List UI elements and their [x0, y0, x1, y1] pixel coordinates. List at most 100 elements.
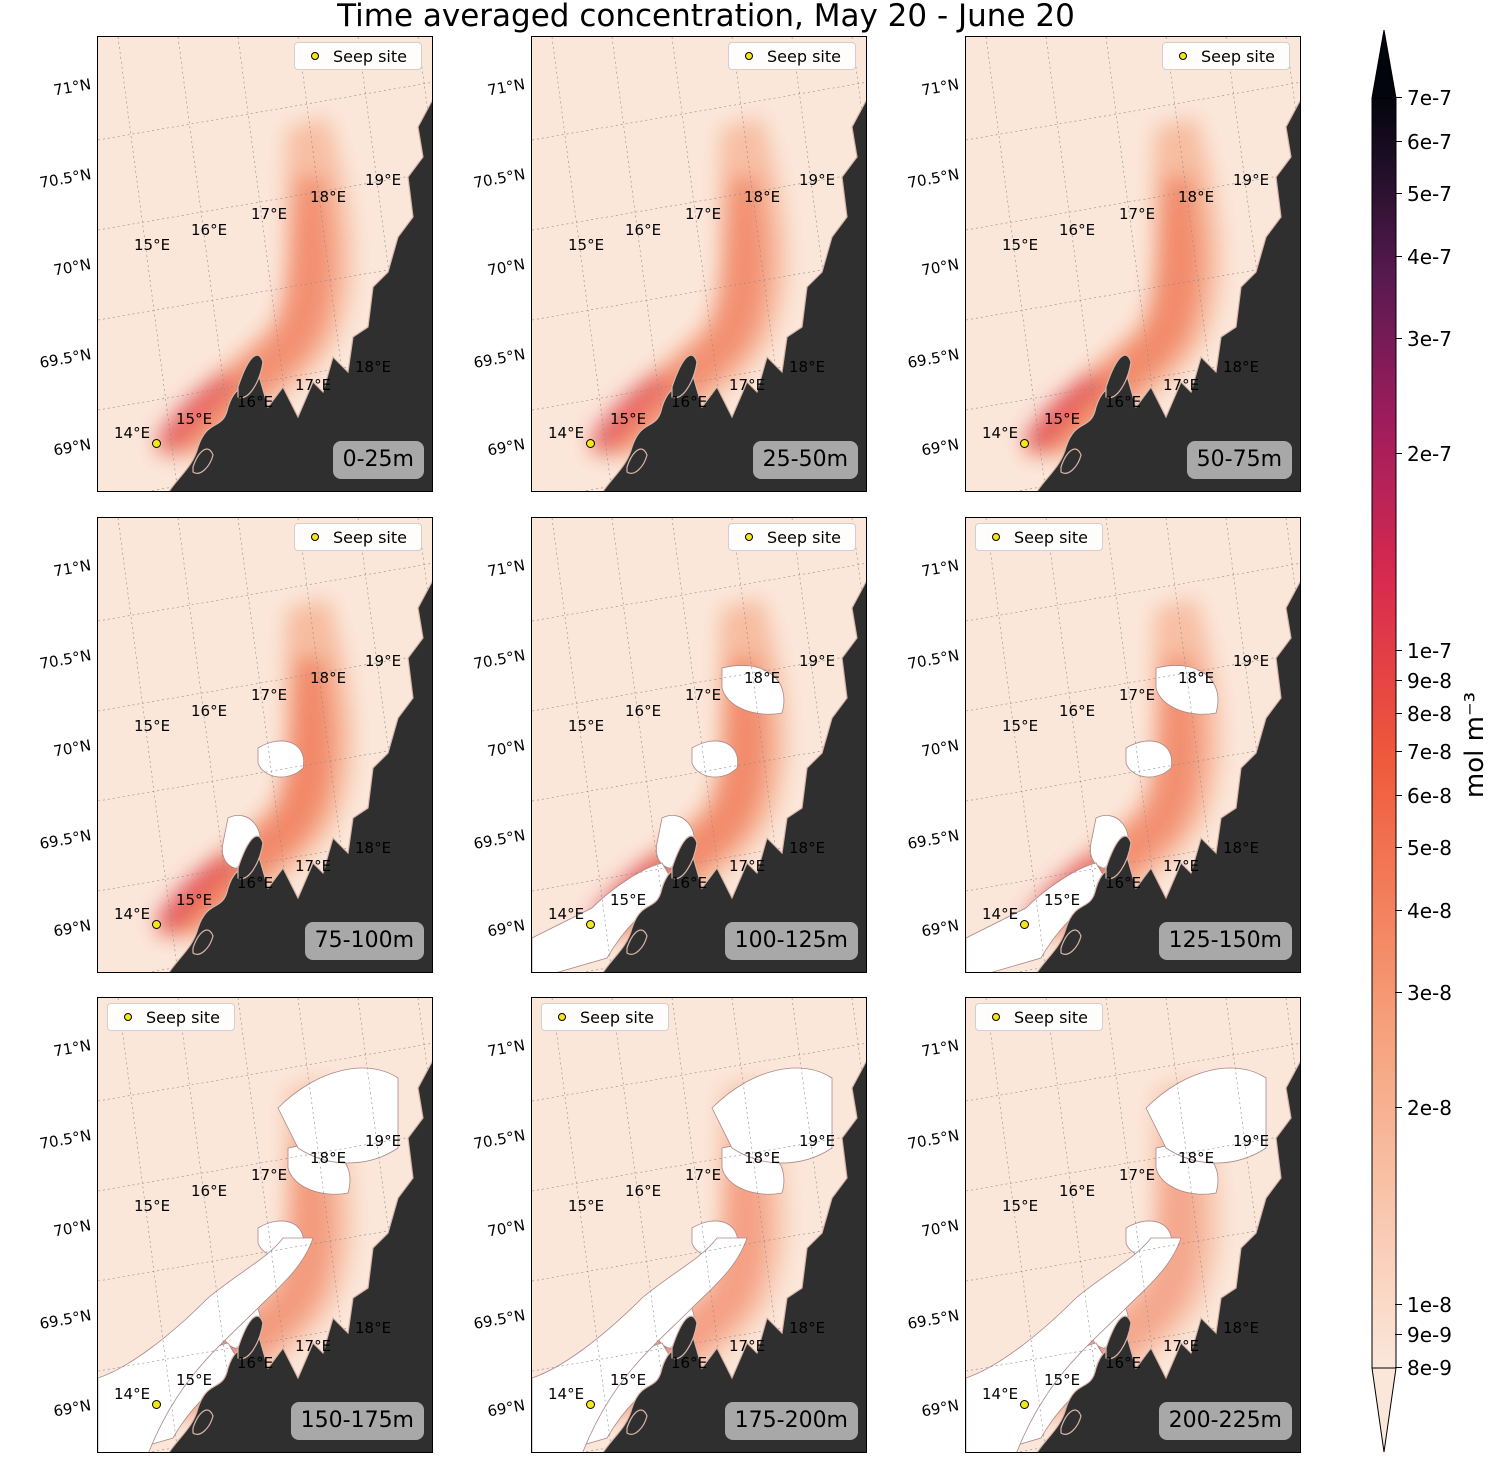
lon-label-bottom: 15°E: [1044, 410, 1081, 428]
lon-label-bottom: 17°E: [1163, 1337, 1200, 1355]
colorbar-tick: 7e-8: [1395, 739, 1452, 764]
lon-label-bottom: 18°E: [1223, 1319, 1260, 1337]
lat-label: 70°N: [920, 736, 961, 761]
lat-label: 69.5°N: [38, 1306, 93, 1333]
seep-site-marker: [152, 920, 161, 929]
lon-label-bottom: 14°E: [114, 424, 151, 442]
lon-label-top: 16°E: [625, 221, 662, 239]
depth-label: 125-150m: [1158, 922, 1292, 960]
lon-label-top: 15°E: [568, 1197, 605, 1215]
lon-label-top: 18°E: [310, 669, 347, 687]
lat-label: 71°N: [920, 556, 961, 581]
legend: Seep site: [728, 42, 856, 70]
lat-label: 70.5°N: [906, 646, 961, 673]
lon-label-top: 16°E: [1059, 221, 1096, 239]
lon-label-bottom: 16°E: [671, 393, 708, 411]
lon-label-top: 19°E: [1233, 171, 1270, 189]
lon-label-bottom: 15°E: [610, 410, 647, 428]
lon-label-top: 19°E: [799, 652, 836, 670]
legend: Seep site: [728, 523, 856, 551]
map-panel-6: Seep site 125-150m 15°E 16°E 17°E 18°E 19°E 14°…: [965, 517, 1301, 973]
map-panel-8: Seep site 175-200m 15°E 16°E 17°E 18°E 19°E 14°…: [531, 997, 867, 1453]
lon-label-bottom: 17°E: [295, 376, 332, 394]
lon-label-top: 19°E: [365, 171, 402, 189]
seep-site-icon: [558, 1013, 566, 1021]
lat-label: 69°N: [52, 916, 93, 941]
lat-label: 69°N: [486, 435, 527, 460]
lon-label-top: 19°E: [1233, 1132, 1270, 1150]
land-mass: [602, 99, 866, 491]
legend: Seep site: [294, 42, 422, 70]
lat-label: 69°N: [920, 916, 961, 941]
lat-label: 69°N: [486, 916, 527, 941]
lon-label-bottom: 17°E: [729, 1337, 766, 1355]
legend-label: Seep site: [1014, 1007, 1088, 1027]
colorbar-tick: 4e-7: [1395, 244, 1452, 269]
lat-label: 69°N: [486, 1396, 527, 1421]
legend-label: Seep site: [333, 46, 407, 66]
lon-label-top: 17°E: [251, 1166, 288, 1184]
legend-label: Seep site: [146, 1007, 220, 1027]
seep-site-marker: [1020, 920, 1029, 929]
depth-label: 50-75m: [1186, 441, 1292, 479]
lon-label-top: 18°E: [744, 669, 781, 687]
lon-label-top: 18°E: [1178, 669, 1215, 687]
lon-label-top: 17°E: [1119, 686, 1156, 704]
lat-label: 69.5°N: [38, 345, 93, 372]
lat-label: 69.5°N: [472, 1306, 527, 1333]
lon-label-top: 16°E: [191, 221, 228, 239]
lon-label-top: 15°E: [1002, 236, 1039, 254]
lat-label: 70°N: [486, 736, 527, 761]
lon-label-bottom: 14°E: [982, 905, 1019, 923]
lat-label: 70.5°N: [906, 165, 961, 192]
depth-label: 75-100m: [304, 922, 424, 960]
lon-label-top: 19°E: [365, 652, 402, 670]
map-canvas: [98, 37, 432, 491]
lat-label: 69.5°N: [906, 826, 961, 853]
lon-label-top: 15°E: [134, 1197, 171, 1215]
depth-label: 200-225m: [1158, 1402, 1292, 1440]
lon-label-top: 17°E: [685, 686, 722, 704]
lon-label-top: 17°E: [251, 205, 288, 223]
land-mass: [1036, 99, 1300, 491]
legend-label: Seep site: [1201, 46, 1275, 66]
lat-label: 71°N: [52, 75, 93, 100]
lon-label-bottom: 16°E: [671, 1354, 708, 1372]
lon-label-top: 18°E: [310, 188, 347, 206]
map-canvas: [966, 518, 1300, 972]
lon-label-bottom: 14°E: [982, 424, 1019, 442]
seep-site-marker: [586, 920, 595, 929]
depth-label: 150-175m: [290, 1402, 424, 1440]
lon-label-bottom: 18°E: [789, 839, 826, 857]
map-panel-4: Seep site 75-100m 15°E 16°E 17°E 18°E 19°E 14°E…: [97, 517, 433, 973]
seep-site-marker: [152, 439, 161, 448]
lon-label-top: 17°E: [251, 686, 288, 704]
colorbar-tick: 8e-8: [1395, 702, 1452, 727]
map-canvas: [532, 37, 866, 491]
map-panel-7: Seep site 150-175m 15°E 16°E 17°E 18°E 19°E 14°…: [97, 997, 433, 1453]
lat-label: 69.5°N: [472, 345, 527, 372]
lat-label: 71°N: [920, 75, 961, 100]
graticule: [532, 998, 866, 1452]
colorbar-tick: 7e-7: [1395, 86, 1452, 110]
lon-label-top: 17°E: [1119, 1166, 1156, 1184]
seep-site-icon: [992, 533, 1000, 541]
lat-label: 69°N: [920, 435, 961, 460]
legend: Seep site: [975, 1003, 1103, 1031]
lat-label: 71°N: [486, 75, 527, 100]
map-canvas: [532, 998, 866, 1452]
depth-label: 100-125m: [724, 922, 858, 960]
lat-label: 70°N: [920, 1216, 961, 1241]
lat-label: 70.5°N: [38, 646, 93, 673]
lon-label-bottom: 18°E: [1223, 358, 1260, 376]
lon-label-bottom: 15°E: [176, 1371, 213, 1389]
lon-label-top: 17°E: [685, 205, 722, 223]
colorbar-tick: 9e-9: [1395, 1322, 1452, 1347]
lat-label: 69°N: [52, 435, 93, 460]
lon-label-bottom: 15°E: [610, 1371, 647, 1389]
lon-label-bottom: 14°E: [548, 905, 585, 923]
land-mass: [168, 580, 432, 972]
lon-label-top: 16°E: [1059, 702, 1096, 720]
lon-label-top: 15°E: [568, 717, 605, 735]
lon-label-bottom: 16°E: [237, 874, 274, 892]
